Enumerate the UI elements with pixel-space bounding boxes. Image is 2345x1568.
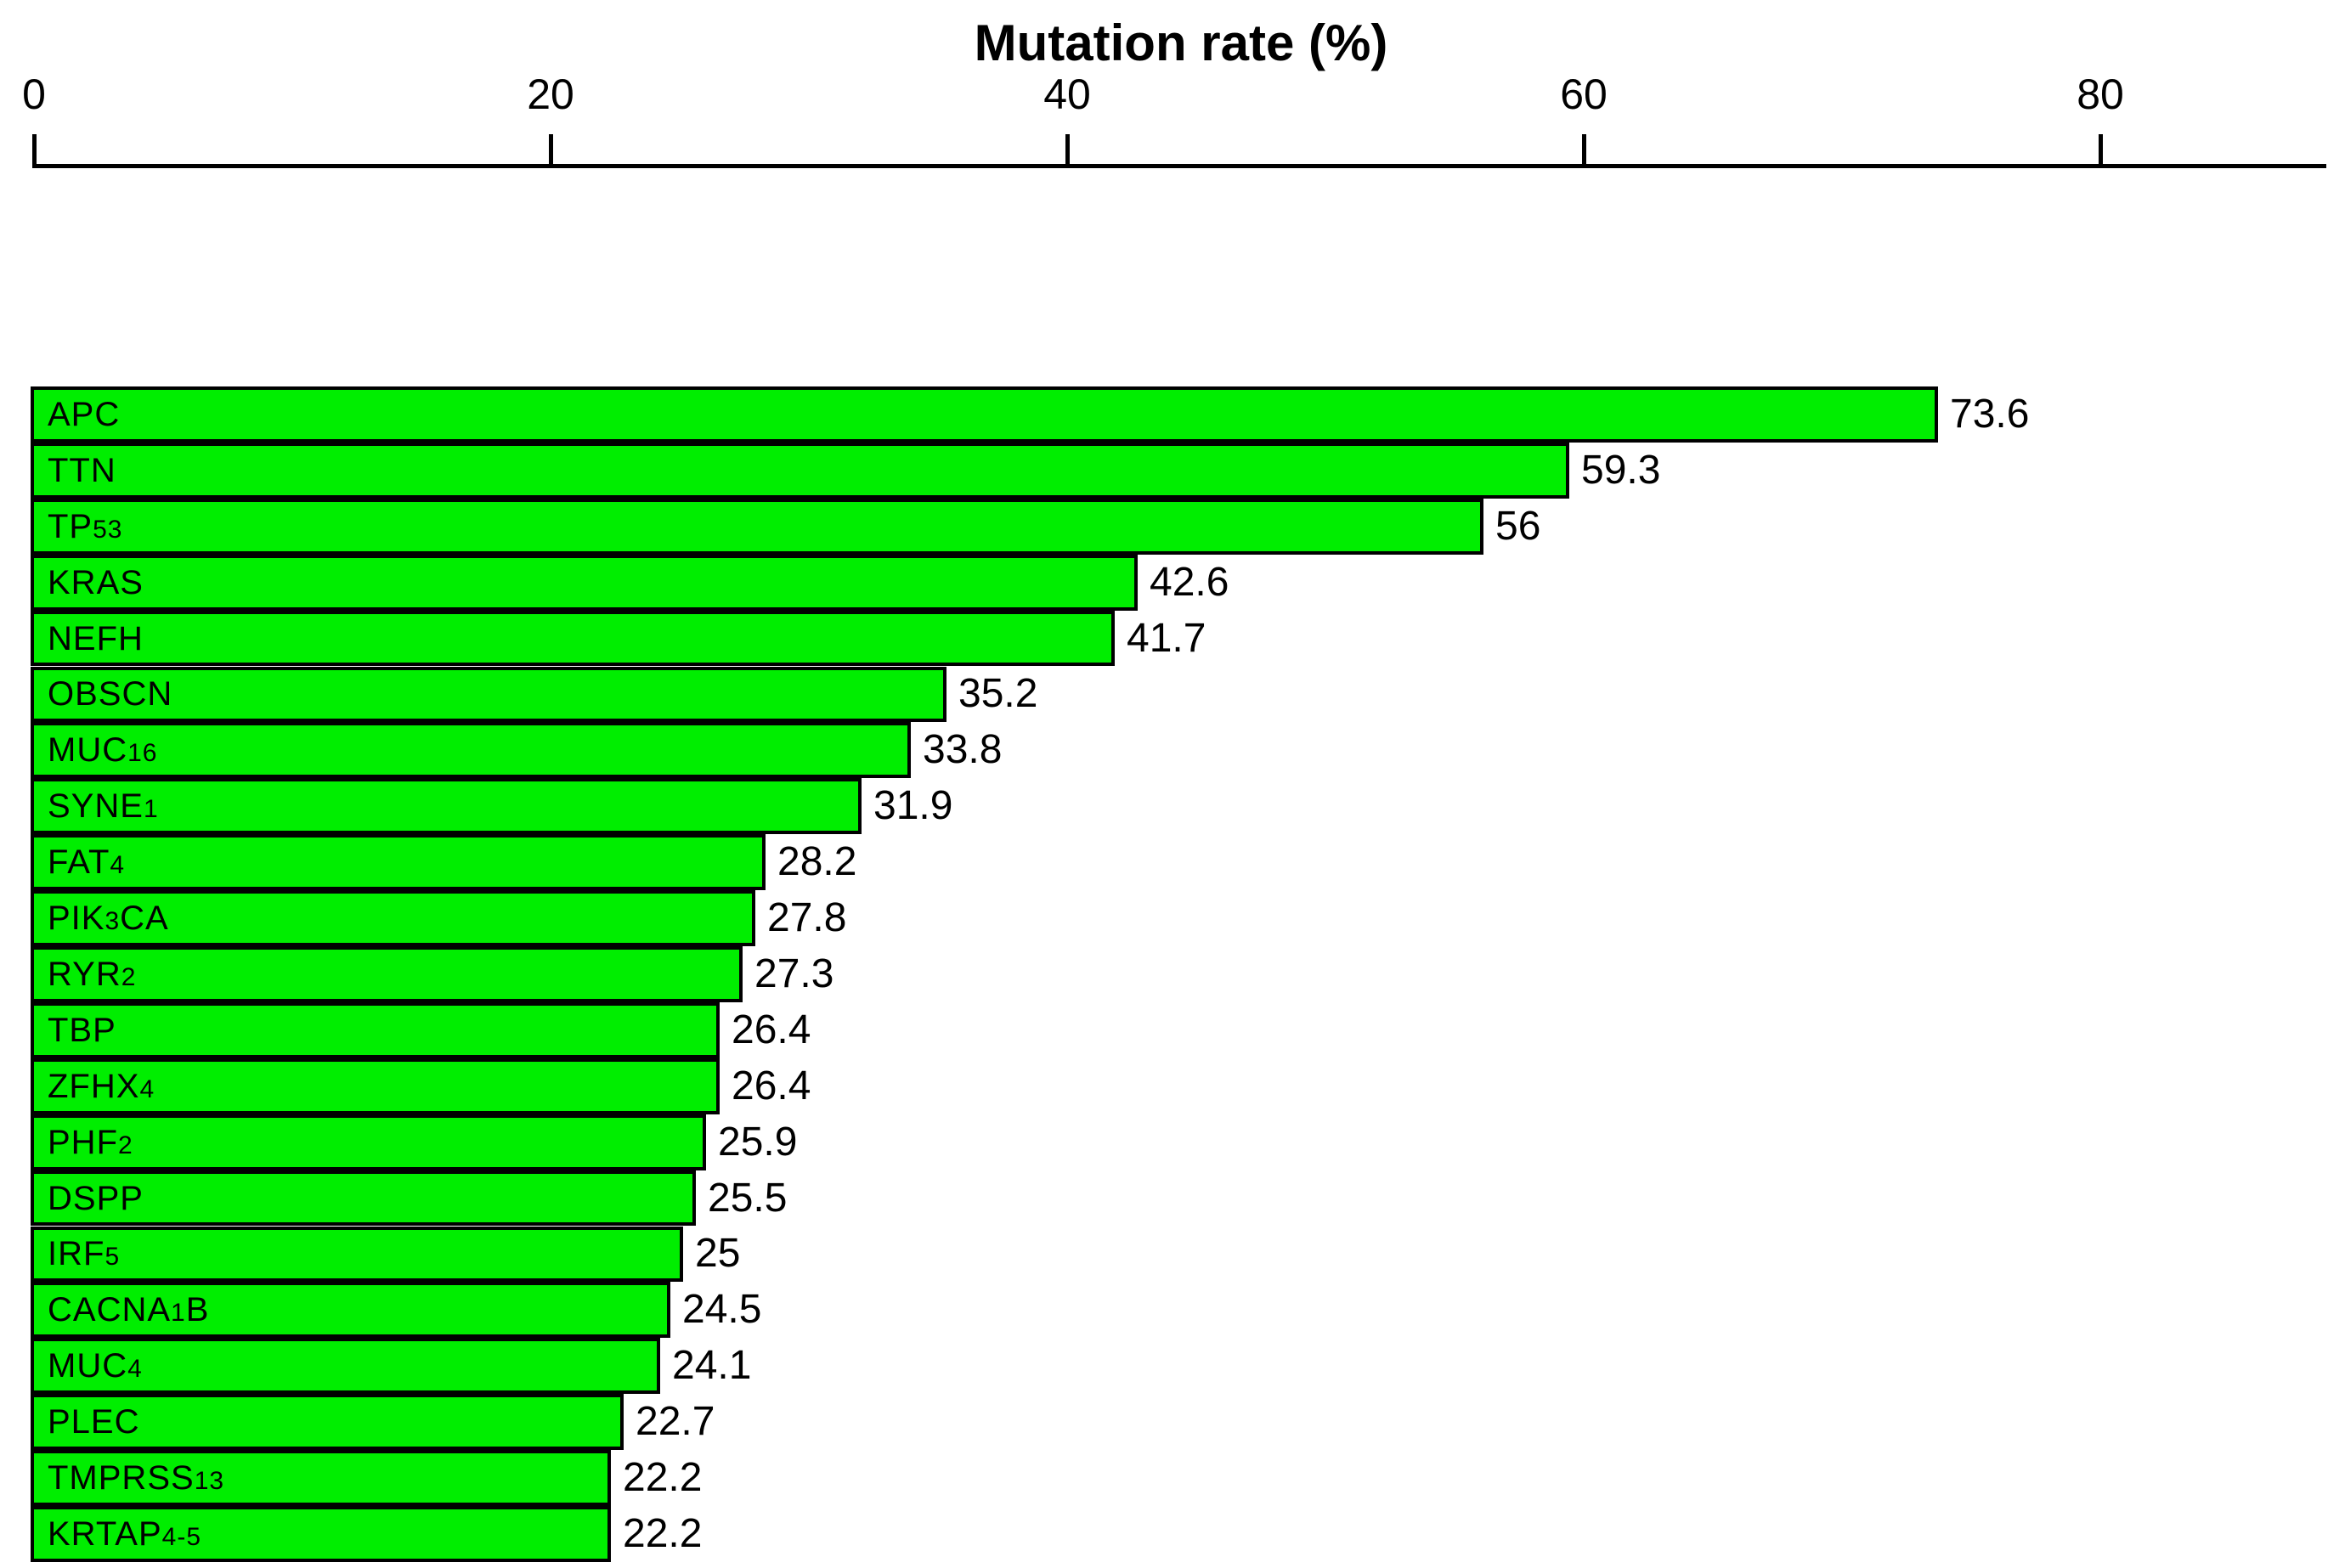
gene-label: FAT4	[48, 843, 126, 882]
gene-label: MUC4	[48, 1347, 143, 1385]
bar	[31, 1226, 683, 1283]
x-axis-tick-label: 80	[2077, 71, 2124, 118]
bar	[31, 946, 743, 1002]
bar	[31, 1394, 624, 1451]
bar-row: TP53 56	[0, 498, 2345, 555]
bar-row: APC 73.6	[0, 386, 2345, 443]
bar	[31, 1282, 670, 1339]
gene-label: PIK3CA	[48, 900, 169, 938]
bar-row: DSPP 25.5	[0, 1170, 2345, 1227]
bar-row: PHF2 25.9	[0, 1114, 2345, 1170]
gene-label: NEFH	[48, 619, 144, 657]
bar-row: CACNA1B 24.5	[0, 1282, 2345, 1339]
gene-label: ZFHX4	[48, 1067, 155, 1105]
gene-label: MUC16	[48, 731, 158, 770]
bar-row: TBP 26.4	[0, 1001, 2345, 1058]
gene-label: TMPRSS13	[48, 1459, 225, 1497]
value-label: 24.1	[672, 1343, 752, 1389]
x-axis-line	[34, 164, 2326, 168]
value-label: 22.7	[636, 1399, 715, 1445]
gene-label: TBP	[48, 1011, 116, 1049]
bar	[31, 666, 946, 723]
bar	[31, 890, 755, 946]
bar	[31, 1506, 611, 1562]
bar-row: IRF5 25	[0, 1226, 2345, 1283]
gene-label: IRF5	[48, 1235, 121, 1273]
x-axis-tick	[1582, 134, 1586, 168]
bar-row: FAT4 28.2	[0, 834, 2345, 891]
x-axis-tick-label: 60	[1560, 71, 1608, 118]
chart-title: Mutation rate (%)	[974, 14, 1388, 71]
value-label: 27.8	[767, 895, 847, 941]
gene-label: CACNA1B	[48, 1291, 210, 1329]
gene-label: KRAS	[48, 563, 144, 601]
value-label: 31.9	[873, 783, 953, 829]
bar-row: KRAS 42.6	[0, 554, 2345, 611]
value-label: 22.2	[623, 1455, 703, 1501]
value-label: 25.9	[718, 1119, 798, 1165]
bar	[31, 1338, 660, 1395]
gene-label: KRTAP4-5	[48, 1514, 202, 1553]
bar-row: PLEC 22.7	[0, 1394, 2345, 1451]
value-label: 25	[695, 1231, 741, 1277]
x-axis-tick	[1065, 134, 1070, 168]
gene-label: TTN	[48, 451, 116, 489]
bar	[31, 610, 1115, 667]
gene-label: RYR2	[48, 955, 137, 993]
value-label: 26.4	[732, 1063, 811, 1108]
bar-row: RYR2 27.3	[0, 946, 2345, 1002]
gene-label: PLEC	[48, 1403, 140, 1441]
value-label: 26.4	[732, 1007, 811, 1052]
x-axis-tick-label: 40	[1043, 71, 1091, 118]
bar	[31, 834, 766, 891]
bar	[31, 442, 1569, 499]
value-label: 41.7	[1127, 615, 1206, 661]
bar-row: NEFH 41.7	[0, 610, 2345, 667]
bar-row: OBSCN 35.2	[0, 666, 2345, 723]
value-label: 28.2	[777, 839, 857, 885]
value-label: 25.5	[708, 1175, 788, 1221]
bar	[31, 386, 1938, 443]
bar	[31, 498, 1483, 555]
value-label: 56	[1495, 503, 1541, 549]
bar-row: SYNE1 31.9	[0, 778, 2345, 835]
value-label: 42.6	[1150, 559, 1229, 605]
bar-row: TTN 59.3	[0, 442, 2345, 499]
gene-label: DSPP	[48, 1179, 144, 1217]
bar	[31, 1170, 696, 1227]
gene-label: SYNE1	[48, 787, 159, 826]
x-axis-tick	[549, 134, 553, 168]
value-label: 73.6	[1950, 391, 2030, 437]
x-axis-tick-label: 0	[22, 71, 46, 118]
bar	[31, 1058, 720, 1114]
value-label: 59.3	[1581, 447, 1661, 493]
value-label: 27.3	[754, 950, 834, 996]
gene-label: OBSCN	[48, 675, 173, 713]
bar-row: PIK3CA 27.8	[0, 890, 2345, 946]
bar-row: TMPRSS13 22.2	[0, 1450, 2345, 1506]
x-axis-tick	[32, 134, 37, 168]
value-label: 22.2	[623, 1510, 703, 1556]
value-label: 24.5	[682, 1287, 762, 1333]
bar-row: KRTAP4-5 22.2	[0, 1506, 2345, 1562]
bar-row: ZFHX4 26.4	[0, 1058, 2345, 1114]
value-label: 35.2	[958, 671, 1038, 717]
value-label: 33.8	[923, 727, 1003, 773]
x-axis-tick-label: 20	[527, 71, 574, 118]
gene-label: APC	[48, 395, 121, 433]
gene-label: PHF2	[48, 1123, 133, 1161]
gene-label: TP53	[48, 507, 123, 545]
bar	[31, 1114, 706, 1170]
bar	[31, 554, 1138, 611]
x-axis-tick	[2099, 134, 2103, 168]
bar	[31, 1001, 720, 1058]
bar	[31, 722, 911, 779]
bar	[31, 1450, 611, 1506]
bar-row: MUC4 24.1	[0, 1338, 2345, 1395]
bar-row: MUC16 33.8	[0, 722, 2345, 779]
bar	[31, 778, 862, 835]
